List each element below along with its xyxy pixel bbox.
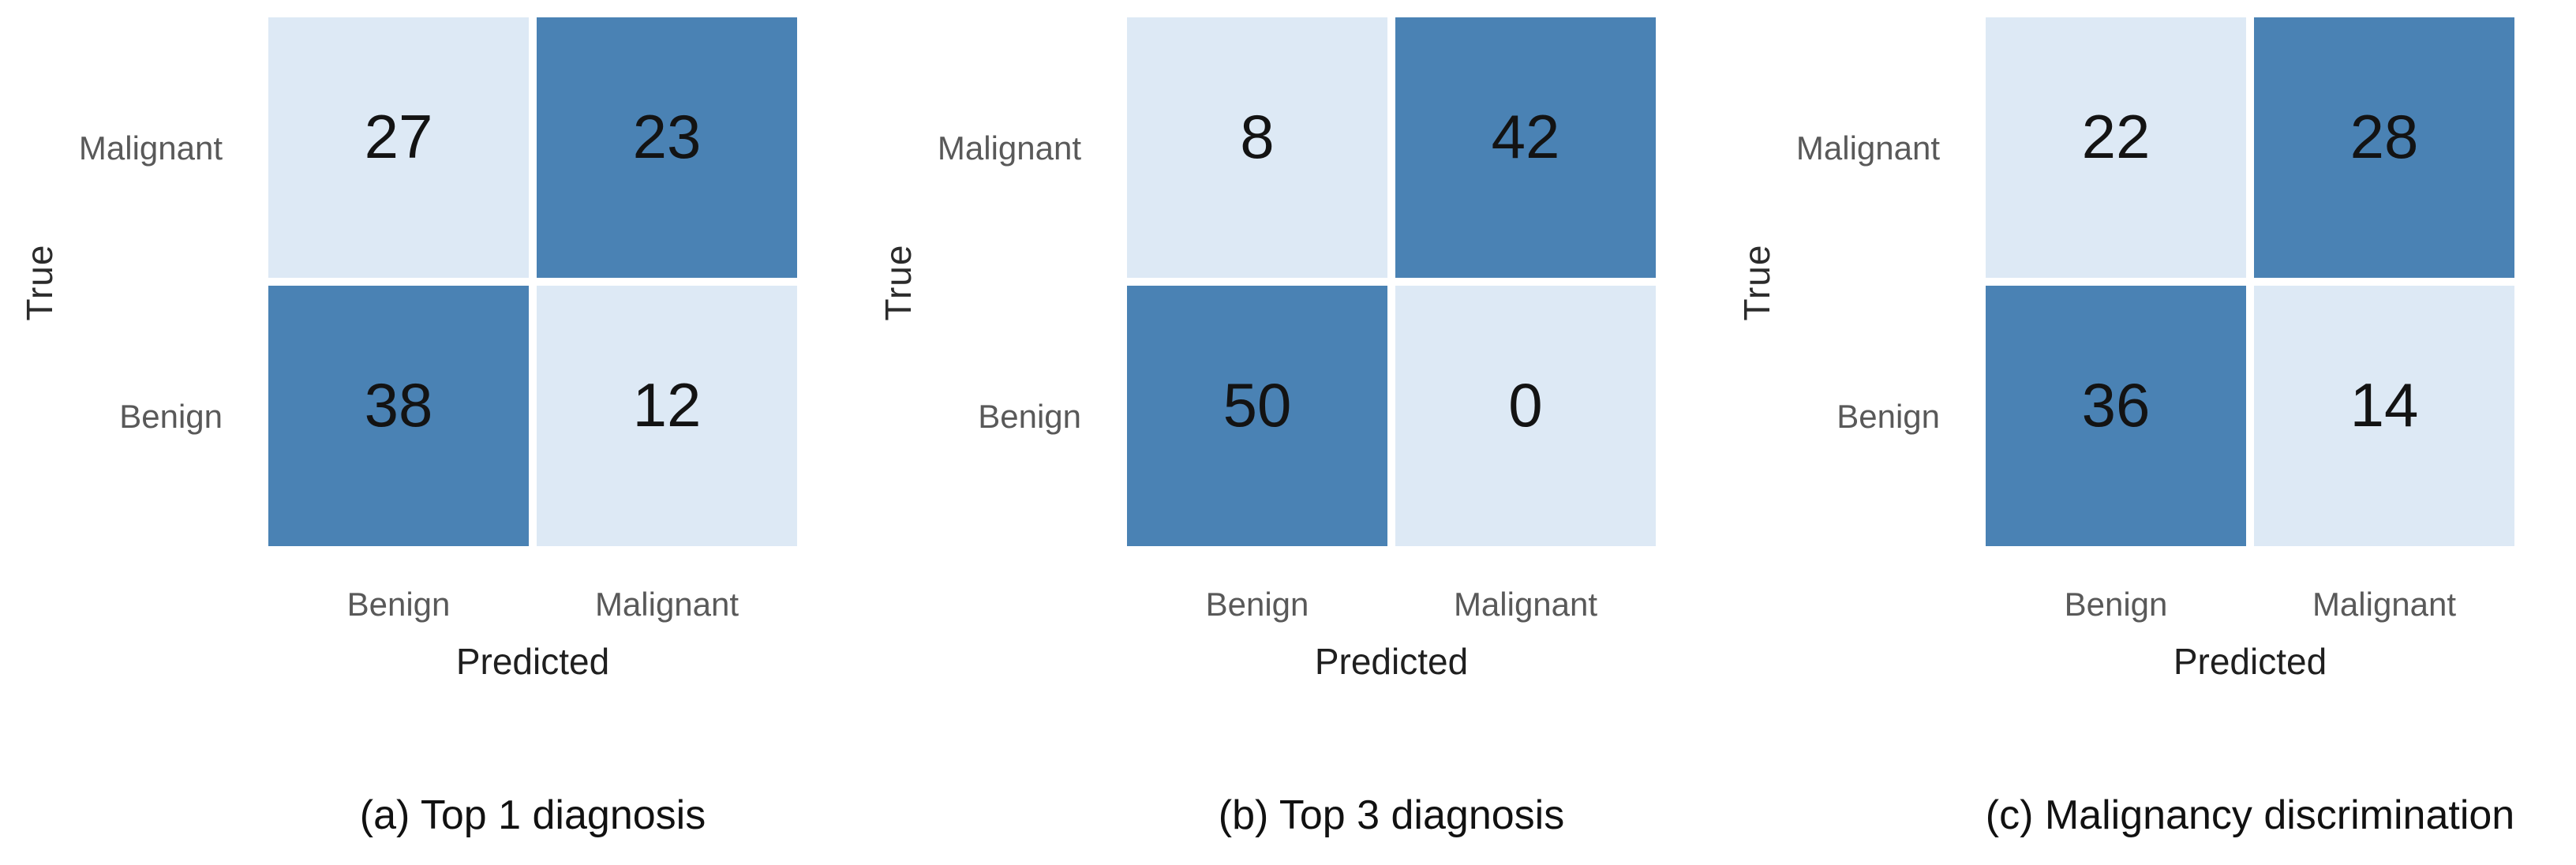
cell-value: 42 xyxy=(1491,102,1560,171)
col-tick-malignant: Malignant xyxy=(2312,586,2457,623)
cell-value: 22 xyxy=(2081,102,2151,171)
cell-value: 28 xyxy=(2349,102,2419,171)
matrix-cell: 28 xyxy=(2254,17,2514,278)
col-tick-benign: Benign xyxy=(2064,586,2168,623)
cell-value: 36 xyxy=(2081,370,2151,440)
row-tick-benign: Benign xyxy=(119,398,223,435)
row-tick-malignant: Malignant xyxy=(937,129,1081,167)
matrix-cell: 38 xyxy=(268,286,529,546)
cell-value: 23 xyxy=(632,102,702,171)
cell-value: 12 xyxy=(632,370,702,440)
matrix-cell: 0 xyxy=(1395,286,1656,546)
matrix-cell: 12 xyxy=(537,286,797,546)
panel-top1-diagnosis: True Malignant Benign 27 23 38 12 Benign… xyxy=(0,0,859,865)
row-tick-malignant: Malignant xyxy=(78,129,223,167)
cell-value: 38 xyxy=(364,370,433,440)
col-tick-benign: Benign xyxy=(1205,586,1309,623)
x-axis-label: Predicted xyxy=(455,641,610,682)
col-tick-benign: Benign xyxy=(346,586,451,623)
y-axis-label: True xyxy=(1736,244,1777,321)
matrix-cell: 50 xyxy=(1127,286,1387,546)
confusion-matrix: 22 28 36 14 xyxy=(1986,17,2514,546)
row-tick-benign: Benign xyxy=(978,398,1081,435)
panel-caption: (a) Top 1 diagnosis xyxy=(359,792,706,838)
col-tick-malignant: Malignant xyxy=(1453,586,1598,623)
row-tick-malignant: Malignant xyxy=(1795,129,1940,167)
cell-value: 50 xyxy=(1222,370,1292,440)
matrix-cell: 36 xyxy=(1986,286,2246,546)
panel-caption: (b) Top 3 diagnosis xyxy=(1218,792,1565,838)
panel-top3-diagnosis: True Malignant Benign 8 42 50 0 Benign M… xyxy=(859,0,1717,865)
panel-caption: (c) Malignancy discrimination xyxy=(1985,792,2515,838)
cell-value: 27 xyxy=(364,102,433,171)
cell-value: 0 xyxy=(1508,370,1543,440)
matrix-cell: 14 xyxy=(2254,286,2514,546)
matrix-cell: 27 xyxy=(268,17,529,278)
matrix-cell: 8 xyxy=(1127,17,1387,278)
confusion-matrix: 8 42 50 0 xyxy=(1127,17,1656,546)
matrix-cell: 23 xyxy=(537,17,797,278)
y-axis-label: True xyxy=(19,244,60,321)
panel-malignancy-discrimination: True Malignant Benign 22 28 36 14 Benign… xyxy=(1717,0,2576,865)
row-tick-benign: Benign xyxy=(1837,398,1940,435)
cell-value: 14 xyxy=(2349,370,2419,440)
col-tick-malignant: Malignant xyxy=(594,586,739,623)
y-axis-label: True xyxy=(878,244,919,321)
x-axis-label: Predicted xyxy=(1314,641,1469,682)
matrix-cell: 22 xyxy=(1986,17,2246,278)
confusion-matrix: 27 23 38 12 xyxy=(268,17,797,546)
x-axis-label: Predicted xyxy=(2173,641,2327,682)
cell-value: 8 xyxy=(1240,102,1275,171)
matrix-cell: 42 xyxy=(1395,17,1656,278)
